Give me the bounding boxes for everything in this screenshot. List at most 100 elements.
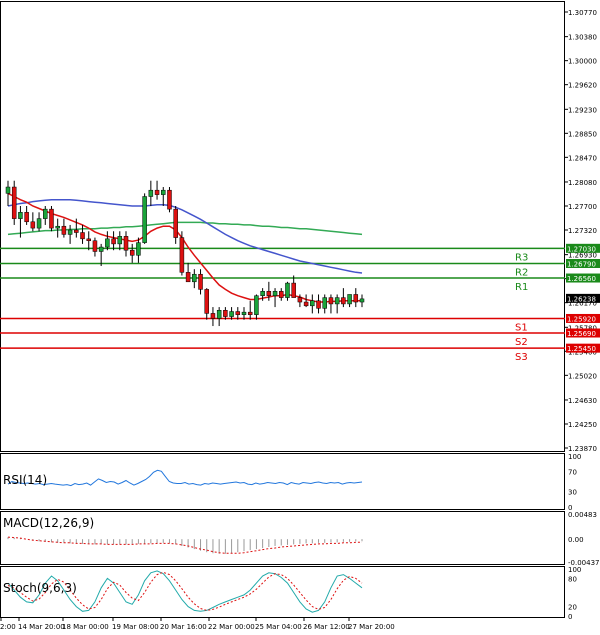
candle-body (229, 311, 234, 317)
candle-body (303, 301, 309, 307)
candle-body (241, 311, 247, 315)
current-price-marker: 1.26238 (566, 293, 600, 303)
candle-body (129, 249, 135, 256)
rsi-panel-frame (0, 453, 565, 510)
macd-indicator: 0.00483 0.00 -0.004377 (7, 511, 600, 567)
level-price-label-s1: 1.25920 (567, 315, 596, 323)
stoch-tick-label: 20 (568, 604, 577, 612)
price-tick-label: 1.30770 (568, 9, 597, 17)
price-tick-label: 1.29620 (568, 82, 597, 90)
level-name-s2: S2 (515, 337, 528, 348)
candle-body (359, 298, 365, 303)
candle-body (36, 218, 42, 229)
candle-body (272, 291, 278, 296)
candle-body (148, 189, 154, 197)
candle-body (247, 311, 253, 315)
candle-body (161, 189, 166, 195)
candle-body (185, 272, 191, 283)
candle-body (204, 289, 209, 314)
stoch-panel-frame (0, 566, 565, 618)
price-tick-label: 1.24250 (568, 421, 597, 429)
current-price-box (566, 293, 600, 303)
candle-body (5, 186, 11, 194)
candle-body (210, 313, 216, 319)
candle-body (136, 242, 141, 256)
macd-panel-frame (0, 511, 565, 565)
candle-body (198, 273, 203, 290)
price-tick-label: 1.26930 (568, 252, 597, 260)
price-tick-label: 1.30000 (568, 58, 597, 66)
candle-body (310, 300, 315, 307)
candle-body (297, 297, 303, 303)
level-price-box-s3 (566, 343, 600, 353)
candle-body (98, 246, 104, 252)
stoch-d-line (7, 571, 363, 611)
level-name-r3: R3 (515, 252, 528, 263)
level-price-box-r3 (566, 243, 600, 253)
rsi-tick-label: 100 (568, 453, 581, 461)
candle-body (334, 297, 340, 305)
candle-body (123, 236, 129, 251)
candle-body (179, 237, 185, 273)
candle-body (285, 282, 290, 298)
price-tick-label: 1.27320 (568, 227, 597, 235)
candle-body (173, 208, 178, 238)
time-tick-label: 22 Mar 00:00 (208, 623, 255, 631)
candle-body (316, 300, 321, 309)
rsi-line (7, 469, 363, 487)
pivot-levels: 1.27030 R3 1.26790 R2 1.26560 R1 1.25920 S1 1.25… (0, 243, 600, 363)
price-tick-label: 1.28080 (568, 179, 597, 187)
level-price-box-r2 (566, 258, 600, 268)
level-price-label-r3: 1.27030 (567, 245, 596, 253)
rsi-tick-label: 70 (568, 468, 577, 476)
candle-body (80, 232, 85, 240)
rsi-indicator: 100 70 30 0 (7, 453, 581, 512)
candle-body (328, 297, 334, 305)
candle-body (142, 196, 147, 243)
candle-body (154, 189, 160, 195)
stoch-tick-label: 100 (568, 566, 581, 574)
candle-body (86, 238, 91, 241)
current-price-label: 1.26238 (567, 295, 596, 303)
time-tick-label: 18 Mar 00:00 (62, 623, 109, 631)
candle-body (49, 208, 54, 229)
level-price-label-s3: 1.25450 (567, 345, 596, 353)
macd-tick-label: 0.00483 (568, 511, 597, 519)
price-tick-label: 1.28470 (568, 154, 597, 162)
candle-body (341, 297, 346, 305)
time-tick-label: 26 Mar 12:00 (303, 623, 350, 631)
macd-signal-line (7, 536, 362, 554)
level-name-r2: R2 (515, 267, 528, 278)
level-price-box-s1 (566, 313, 600, 323)
price-tick-label: 1.27700 (568, 203, 597, 211)
rsi-tick-label: 0 (568, 504, 572, 512)
level-price-box-s2 (566, 328, 600, 338)
candle-body (111, 238, 116, 245)
candle-body (235, 311, 241, 315)
candle-body (11, 186, 17, 219)
price-tick-label: 1.30380 (568, 34, 597, 42)
stoch-title: Stoch(9,6,3) (3, 581, 77, 595)
candle-body (74, 229, 79, 233)
price-tick-label: 1.23870 (568, 445, 597, 453)
level-price-box-r1 (566, 273, 600, 283)
price-tick-label: 1.29230 (568, 106, 597, 114)
time-tick-label: 19 Mar 08:00 (112, 623, 159, 631)
candle-body (347, 294, 352, 305)
candle-body (167, 189, 172, 210)
candle-body (254, 295, 259, 315)
time-tick-label: 2:00 (0, 623, 16, 631)
candle-body (105, 238, 110, 248)
candle-body (24, 212, 29, 223)
ma-green-line (7, 221, 363, 236)
candle-body (266, 291, 272, 296)
macd-title: MACD(12,26,9) (3, 516, 94, 530)
level-price-label-r1: 1.26560 (567, 275, 596, 283)
rsi-tick-label: 30 (568, 489, 577, 497)
candle-body (291, 282, 296, 298)
time-tick-label: 20 Mar 16:00 (160, 623, 207, 631)
candle-body (353, 294, 359, 303)
candle-body (43, 208, 48, 219)
